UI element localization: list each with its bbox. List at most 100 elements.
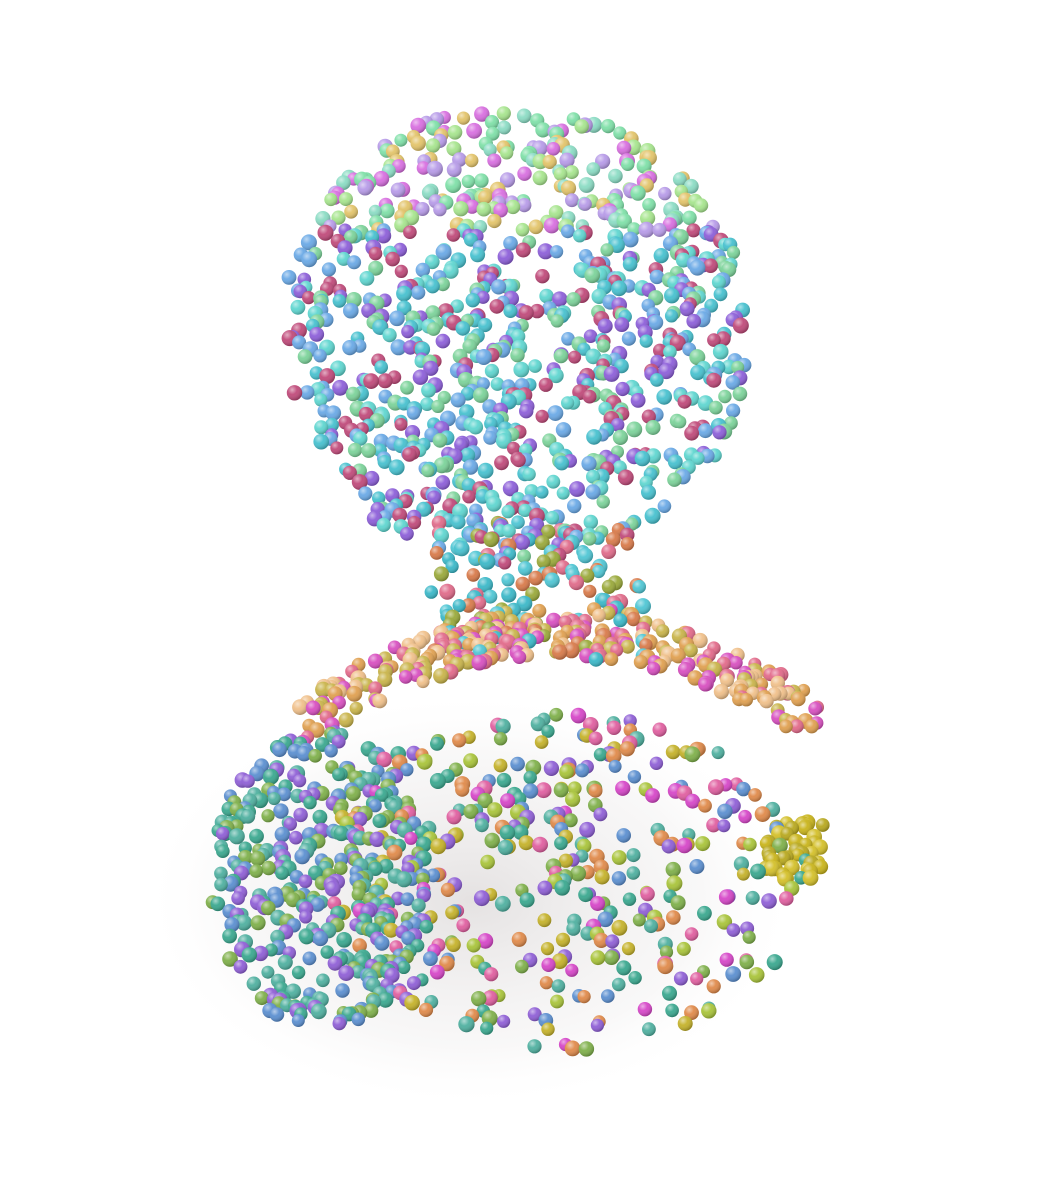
sphere-highlight [249, 864, 263, 878]
sphere-highlight [586, 469, 600, 484]
sphere-highlight [425, 138, 441, 153]
sphere-highlight [579, 821, 595, 838]
sphere-highlight [389, 310, 405, 327]
sphere-highlight [664, 309, 679, 323]
sphere-highlight [216, 827, 230, 841]
sphere-highlight [517, 198, 532, 213]
sphere-highlight [484, 832, 500, 849]
sphere-highlight [658, 363, 675, 380]
sphere-highlight [543, 217, 560, 234]
sphere-highlight [640, 210, 656, 226]
sphere-highlight [535, 485, 549, 499]
sphere-highlight [646, 661, 661, 676]
sphere-highlight [554, 455, 570, 471]
sphere-highlight [536, 554, 551, 569]
sphere-highlight [500, 146, 514, 160]
sphere-highlight [656, 389, 672, 405]
sphere-highlight [233, 959, 248, 974]
sphere-highlight [545, 510, 560, 525]
sphere-highlight [601, 579, 617, 594]
sphere-highlight [277, 787, 292, 802]
sphere-highlight [580, 568, 595, 583]
sphere-highlight [486, 496, 502, 512]
sphere-highlight [623, 714, 637, 728]
sphere-highlight [534, 735, 549, 749]
sphere-highlight [335, 983, 350, 998]
sphere-highlight [450, 299, 464, 314]
sphere-highlight [300, 385, 315, 400]
sphere-highlight [368, 861, 383, 876]
sphere-highlight [632, 579, 646, 594]
sphere-highlight [621, 331, 637, 346]
sphere-highlight [390, 339, 407, 356]
sphere-highlight [342, 340, 358, 356]
sphere-highlight [742, 930, 756, 944]
sphere-highlight [713, 287, 728, 302]
sphere-highlight [673, 971, 688, 986]
sphere-highlight [514, 534, 530, 551]
sphere-highlight [682, 210, 697, 225]
sphere-highlight [540, 942, 555, 956]
sphere-highlight [555, 932, 571, 947]
sphere-highlight [415, 202, 430, 216]
sphere-highlight [670, 648, 686, 664]
sphere-highlight [338, 192, 353, 207]
sphere-highlight [446, 937, 461, 952]
sphere-highlight [497, 120, 512, 135]
sphere-highlight [392, 507, 408, 523]
sphere-highlight [608, 168, 623, 184]
sphere-highlight [645, 788, 660, 803]
sphere-highlight [701, 1003, 717, 1019]
sphere-highlight [637, 1002, 653, 1017]
sphere-highlight [423, 951, 438, 966]
sphere-highlight [712, 425, 727, 440]
sphere-highlight [581, 456, 597, 472]
sphere-highlight [377, 672, 393, 687]
sphere-highlight [537, 913, 552, 928]
sphere-highlight [447, 125, 463, 140]
sphere-highlight [672, 172, 687, 187]
sphere-highlight [549, 707, 564, 722]
sphere-highlight [657, 958, 674, 975]
sphere-highlight [802, 870, 819, 886]
sphere-highlight [574, 119, 589, 134]
sphere-highlight [658, 186, 672, 201]
sphere-highlight [499, 172, 516, 188]
sphere-highlight [374, 360, 389, 374]
sphere-highlight [726, 403, 741, 418]
sphere-highlight [368, 204, 382, 218]
sphere-highlight [342, 465, 357, 480]
sphere-highlight [429, 546, 444, 560]
sphere-highlight [343, 302, 359, 319]
sphere-highlight [616, 828, 631, 843]
sphere-highlight [497, 248, 514, 265]
sphere-highlight [684, 746, 701, 763]
sphere-highlight [763, 860, 780, 877]
sphere-highlight [426, 868, 441, 883]
sphere-highlight [374, 935, 390, 951]
sphere-highlight [299, 910, 313, 924]
sphere-highlight [274, 826, 290, 843]
sphere-highlight [376, 228, 392, 244]
sphere-highlight [501, 278, 518, 295]
sphere-highlight [639, 334, 653, 348]
sphere-highlight [338, 965, 355, 981]
sphere-highlight [498, 556, 512, 570]
sphere-highlight [706, 372, 722, 388]
sphere-highlight [717, 819, 731, 833]
sphere-highlight [376, 517, 391, 533]
sphere-highlight [684, 425, 699, 441]
sphere-highlight [559, 152, 575, 168]
sphere-highlight [582, 389, 597, 404]
sphere-highlight [515, 576, 530, 592]
sphere-highlight [588, 783, 603, 798]
sphere-highlight [804, 719, 819, 734]
sphere-highlight [534, 535, 550, 550]
sphere-highlight [584, 267, 600, 284]
sphere-highlight [473, 387, 489, 403]
sphere-highlight [601, 989, 615, 1003]
sphere-highlight [510, 756, 525, 772]
sphere-highlight [410, 135, 426, 151]
sphere-highlight [553, 782, 569, 798]
sphere-highlight [666, 910, 681, 925]
